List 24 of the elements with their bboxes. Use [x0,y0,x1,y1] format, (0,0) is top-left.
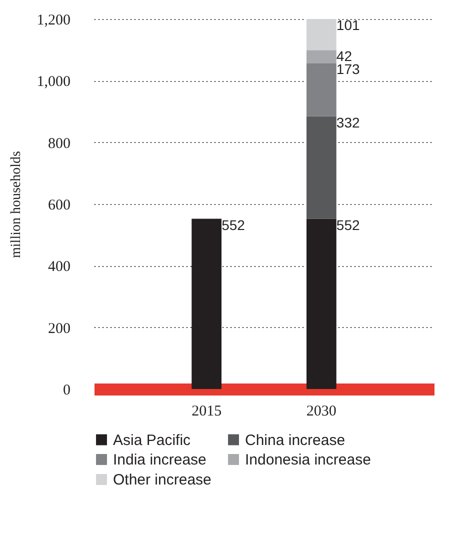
data-label: 552 [222,216,246,233]
y-axis-title: million households [8,151,24,258]
data-label: 332 [336,114,360,130]
data-label: 101 [336,17,360,33]
legend-label: India increase [113,452,206,468]
legend-label: Other increase [113,472,212,488]
bar [306,116,336,219]
bar [306,19,336,50]
x-tick-label: 2015 [192,404,222,420]
y-tick-label: 200 [48,320,70,337]
legend-label: Indonesia increase [245,452,371,468]
bar [306,50,336,64]
y-tick-label: 400 [48,259,70,276]
y-tick-label: 1,200 [36,12,70,28]
bar [306,218,336,389]
y-tick-label: 1,000 [36,74,70,90]
y-tick-label: 600 [48,198,70,214]
x-tick-label: 2030 [306,404,336,420]
bar [306,63,336,116]
legend-label: Asia Pacific [113,432,192,449]
legend-label: China increase [245,432,346,449]
y-tick-label: 800 [48,136,70,152]
data-label: 552 [336,216,360,233]
y-tick-label: 0 [63,382,70,398]
